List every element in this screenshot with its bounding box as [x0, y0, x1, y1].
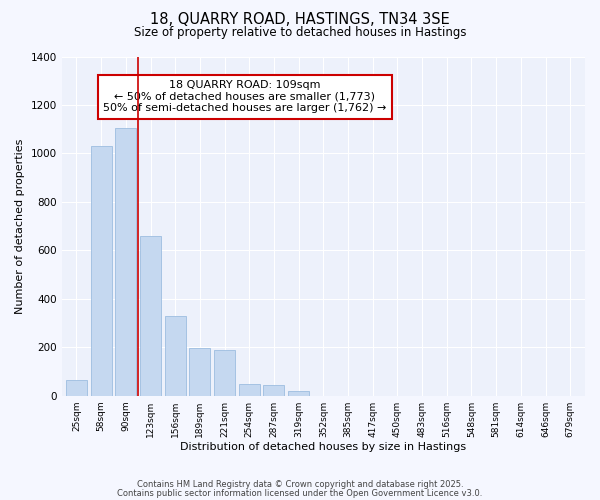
Text: 18, QUARRY ROAD, HASTINGS, TN34 3SE: 18, QUARRY ROAD, HASTINGS, TN34 3SE	[150, 12, 450, 28]
Bar	[165, 316, 186, 396]
Bar	[288, 391, 309, 396]
Bar	[239, 384, 260, 396]
Text: 18 QUARRY ROAD: 109sqm
← 50% of detached houses are smaller (1,773)
50% of semi-: 18 QUARRY ROAD: 109sqm ← 50% of detached…	[103, 80, 386, 114]
Bar	[140, 236, 161, 396]
Bar	[115, 128, 136, 396]
X-axis label: Distribution of detached houses by size in Hastings: Distribution of detached houses by size …	[180, 442, 466, 452]
Text: Contains HM Land Registry data © Crown copyright and database right 2025.: Contains HM Land Registry data © Crown c…	[137, 480, 463, 489]
Bar	[214, 350, 235, 396]
Bar	[66, 380, 87, 396]
Bar	[190, 348, 211, 396]
Text: Contains public sector information licensed under the Open Government Licence v3: Contains public sector information licen…	[118, 489, 482, 498]
Bar	[91, 146, 112, 396]
Text: Size of property relative to detached houses in Hastings: Size of property relative to detached ho…	[134, 26, 466, 39]
Bar	[263, 385, 284, 396]
Y-axis label: Number of detached properties: Number of detached properties	[15, 138, 25, 314]
